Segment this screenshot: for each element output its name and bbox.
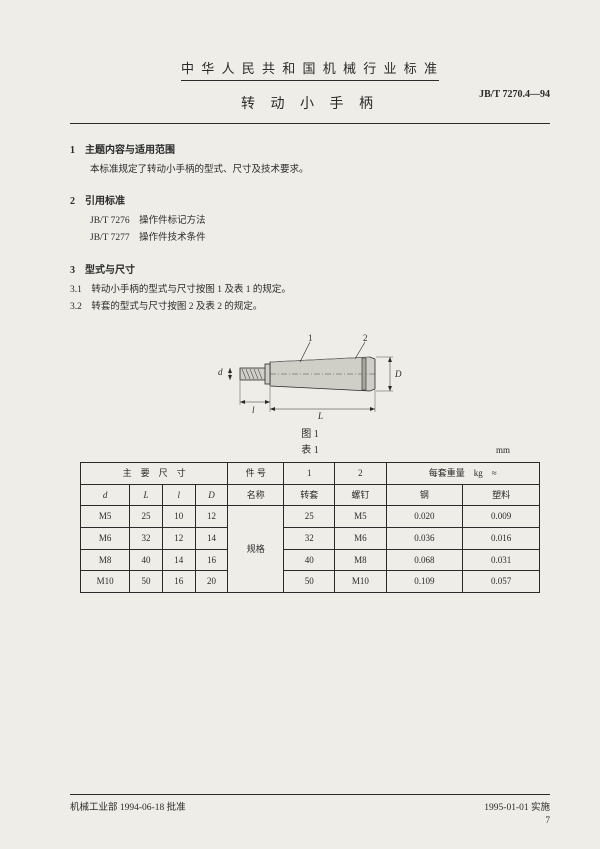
section-3-2: 3.2 转套的型式与尺寸按图 2 及表 2 的规定。: [70, 301, 550, 314]
fig-pointer-1: 1: [308, 332, 313, 345]
cell: 0.036: [386, 528, 463, 550]
col-part-no: 件 号: [228, 463, 284, 485]
section-1: 1 主题内容与适用范围 本标准规定了转动小手柄的型式、尺寸及技术要求。: [70, 144, 550, 177]
cell: 16: [195, 549, 228, 571]
table-1-unit: mm: [496, 444, 510, 457]
col-screw: 螺钉: [335, 484, 386, 506]
cell: 12: [162, 528, 195, 550]
cell: M6: [335, 528, 386, 550]
table-1-caption: 表 1 mm: [70, 444, 550, 458]
col-L: L: [130, 484, 163, 506]
col-1: 1: [284, 463, 335, 485]
cell: M8: [335, 549, 386, 571]
cell: 0.016: [463, 528, 540, 550]
section-2: 2 引用标准 JB/T 7276 操作件标记方法 JB/T 7277 操作件技术…: [70, 195, 550, 246]
footer: 机械工业部 1994-06-18 批准 1995-01-01 实施 7: [70, 794, 550, 825]
cell: M8: [81, 549, 130, 571]
fig-dim-D: D: [395, 368, 402, 381]
cell: 50: [284, 571, 335, 593]
cell: 0.020: [386, 506, 463, 528]
section-1-heading: 1 主题内容与适用范围: [70, 144, 550, 158]
section-3: 3 型式与尺寸 3.1 转动小手柄的型式与尺寸按图 1 及表 1 的规定。 3.…: [70, 264, 550, 315]
col-plastic: 塑料: [463, 484, 540, 506]
fig-dim-L: L: [318, 410, 323, 423]
cell: 0.031: [463, 549, 540, 571]
table-row: d L l D 名称 转套 螺钉 钢 塑料: [81, 484, 540, 506]
cell: 14: [162, 549, 195, 571]
fig-dim-l: l: [252, 404, 255, 417]
section-2-heading: 2 引用标准: [70, 195, 550, 209]
col-2: 2: [335, 463, 386, 485]
col-D: D: [195, 484, 228, 506]
cell: 0.068: [386, 549, 463, 571]
col-main-dims: 主 要 尺 寸: [81, 463, 228, 485]
ref-2: JB/T 7277 操作件技术条件: [70, 232, 550, 245]
approval-text: 机械工业部 1994-06-18 批准: [70, 799, 186, 813]
cell: 12: [195, 506, 228, 528]
cell: 16: [162, 571, 195, 593]
table-row: 主 要 尺 寸 件 号 1 2 每套重量 kg ≈: [81, 463, 540, 485]
org-title: 中 华 人 民 共 和 国 机 械 行 业 标 准: [181, 60, 439, 81]
section-3-heading: 3 型式与尺寸: [70, 264, 550, 278]
col-name: 名称: [228, 484, 284, 506]
cell: 25: [284, 506, 335, 528]
table-row: M10 50 16 20 50 M10 0.109 0.057: [81, 571, 540, 593]
cell: 0.057: [463, 571, 540, 593]
cell: 0.009: [463, 506, 540, 528]
col-l: l: [162, 484, 195, 506]
effective-text: 1995-01-01 实施: [484, 799, 550, 813]
fig-dim-d: d: [218, 366, 223, 379]
col-weight: 每套重量 kg ≈: [386, 463, 539, 485]
cell: 32: [130, 528, 163, 550]
cell: 40: [130, 549, 163, 571]
cell: 10: [162, 506, 195, 528]
cell: M6: [81, 528, 130, 550]
section-3-1: 3.1 转动小手柄的型式与尺寸按图 1 及表 1 的规定。: [70, 284, 550, 297]
cell: M5: [335, 506, 386, 528]
cell: 0.109: [386, 571, 463, 593]
cell: 25: [130, 506, 163, 528]
page-number: 7: [70, 813, 550, 825]
table-1: 主 要 尺 寸 件 号 1 2 每套重量 kg ≈ d L l D 名称 转套 …: [80, 462, 540, 593]
col-steel: 钢: [386, 484, 463, 506]
table-1-label: 表 1: [301, 445, 319, 456]
cell: 50: [130, 571, 163, 593]
table-row: M8 40 14 16 40 M8 0.068 0.031: [81, 549, 540, 571]
section-1-body: 本标准规定了转动小手柄的型式、尺寸及技术要求。: [70, 164, 550, 177]
cell: M10: [81, 571, 130, 593]
cell: M10: [335, 571, 386, 593]
col-d: d: [81, 484, 130, 506]
figure-1-caption: 图 1: [70, 428, 550, 442]
cell: 32: [284, 528, 335, 550]
standard-code: JB/T 7270.4—94: [479, 88, 550, 102]
doc-title: 转 动 小 手 柄: [70, 95, 550, 124]
page: 中 华 人 民 共 和 国 机 械 行 业 标 准 JB/T 7270.4—94…: [0, 0, 600, 613]
figure-1: 1 2 d D l L: [200, 324, 420, 424]
col-sleeve: 转套: [284, 484, 335, 506]
ref-1: JB/T 7276 操作件标记方法: [70, 215, 550, 228]
cell: 20: [195, 571, 228, 593]
header: 中 华 人 民 共 和 国 机 械 行 业 标 准 JB/T 7270.4—94…: [70, 60, 550, 124]
table-row: M5 25 10 12 规格 25 M5 0.020 0.009: [81, 506, 540, 528]
cell: 40: [284, 549, 335, 571]
fig-pointer-2: 2: [363, 332, 368, 345]
cell: M5: [81, 506, 130, 528]
table-row: M6 32 12 14 32 M6 0.036 0.016: [81, 528, 540, 550]
cell-spec: 规格: [228, 506, 284, 592]
cell: 14: [195, 528, 228, 550]
